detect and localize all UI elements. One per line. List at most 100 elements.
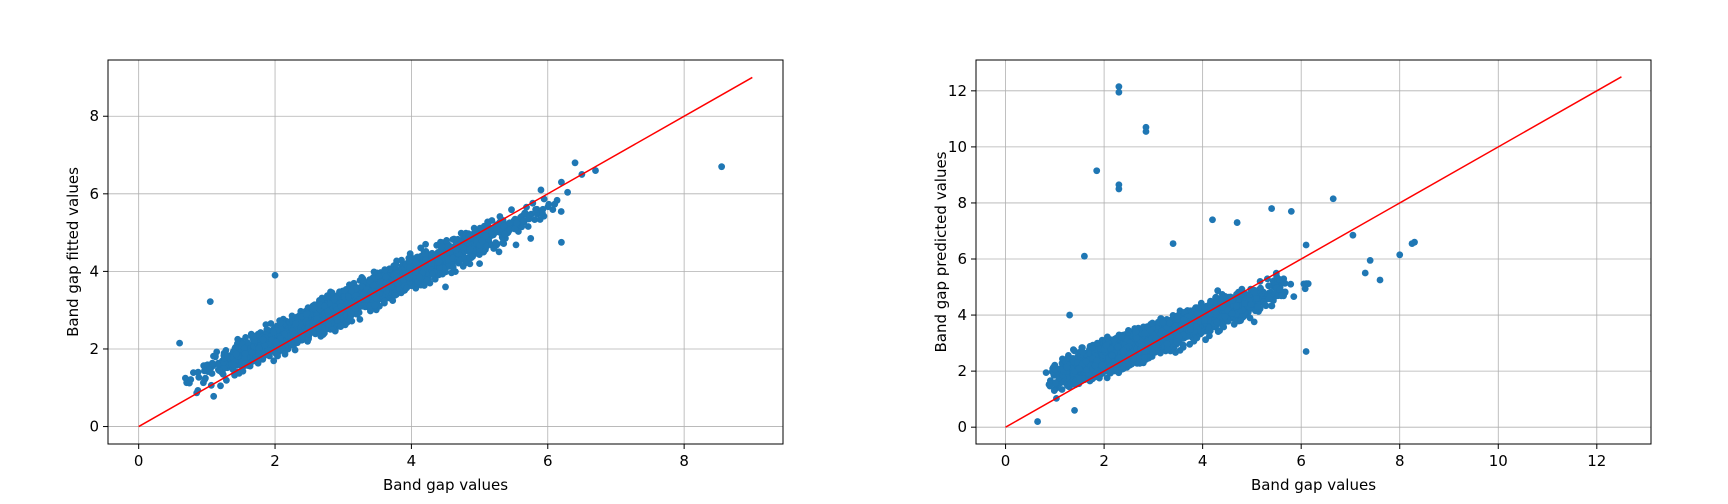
data-point [255, 344, 263, 352]
data-point [571, 159, 579, 167]
data-point [248, 349, 256, 356]
data-point [539, 209, 546, 217]
data-point [520, 217, 528, 225]
x-tick-label: 0 [134, 452, 144, 470]
data-point [469, 253, 476, 260]
data-point [294, 336, 301, 344]
y-tick-label: 8 [89, 107, 99, 125]
data-point [201, 376, 209, 383]
data-point [524, 223, 532, 230]
y-tick-label: 6 [89, 185, 99, 203]
data-point [508, 206, 515, 214]
data-point [452, 246, 460, 254]
data-point [327, 300, 334, 307]
data-point [421, 251, 429, 259]
data-point [531, 216, 539, 224]
data-point [1050, 387, 1058, 394]
data-point [337, 322, 344, 329]
data-point [511, 225, 519, 233]
data-point [557, 208, 565, 215]
data-point [492, 226, 500, 234]
data-point [499, 239, 506, 247]
data-point [176, 339, 183, 347]
data-point [537, 186, 545, 194]
data-point [259, 336, 267, 344]
data-point [500, 222, 508, 230]
data-point [482, 232, 489, 240]
data-point [230, 361, 238, 369]
data-point [558, 178, 565, 186]
data-point [291, 346, 299, 354]
data-point [412, 259, 420, 266]
data-point [428, 260, 435, 267]
identity-line [138, 76, 753, 428]
data-point [271, 271, 279, 279]
data-point [277, 346, 284, 353]
data-point [206, 298, 214, 306]
data-point [435, 258, 443, 266]
data-point [231, 345, 239, 353]
y-tick-label: 2 [89, 340, 99, 358]
x-tick-label: 4 [407, 452, 417, 470]
data-point [337, 303, 345, 310]
data-point [558, 238, 565, 246]
data-point [325, 320, 332, 328]
data-point [277, 319, 285, 327]
data-point [495, 248, 503, 256]
data-point [1103, 374, 1111, 382]
data-point [382, 273, 390, 281]
data-point [1281, 279, 1289, 287]
data-point [212, 353, 219, 361]
data-point [367, 307, 374, 315]
data-point [592, 167, 599, 174]
data-point [371, 301, 379, 309]
data-point [476, 260, 483, 268]
data-point [466, 245, 474, 253]
data-point [205, 366, 213, 373]
data-point [381, 266, 389, 274]
data-point [210, 392, 218, 400]
data-point [449, 263, 457, 271]
data-point [250, 332, 257, 340]
data-point [449, 236, 457, 243]
data-point [232, 350, 240, 358]
data-point [527, 235, 535, 242]
data-point [305, 331, 313, 338]
data-point [281, 350, 289, 358]
data-point [513, 219, 521, 227]
data-point [281, 330, 288, 338]
data-point [370, 282, 378, 289]
x-tick-label: 6 [543, 452, 553, 470]
data-point [377, 278, 384, 285]
data-point [381, 297, 388, 305]
data-point [321, 302, 328, 310]
data-point [356, 316, 364, 323]
data-point [345, 293, 352, 301]
data-point [470, 224, 478, 232]
y-tick-label: 4 [89, 262, 99, 280]
data-point [352, 305, 359, 312]
y-axis-label: Band gap fitted values [64, 167, 82, 337]
data-point [484, 219, 492, 227]
x-tick-label: 8 [679, 452, 689, 470]
data-point [261, 341, 269, 349]
data-point [443, 237, 450, 244]
data-point [436, 264, 443, 271]
data-point [429, 270, 436, 278]
data-point [501, 230, 508, 238]
data-point [195, 373, 203, 381]
data-point [1290, 293, 1298, 300]
data-point [406, 264, 413, 272]
data-point [270, 357, 278, 365]
data-point [442, 283, 449, 291]
data-point [324, 307, 332, 315]
data-point [1140, 359, 1147, 367]
data-point [420, 282, 428, 289]
data-point [444, 243, 452, 251]
data-point [350, 279, 358, 287]
data-point [208, 359, 216, 367]
data-point [405, 258, 413, 265]
data-point [422, 276, 430, 284]
